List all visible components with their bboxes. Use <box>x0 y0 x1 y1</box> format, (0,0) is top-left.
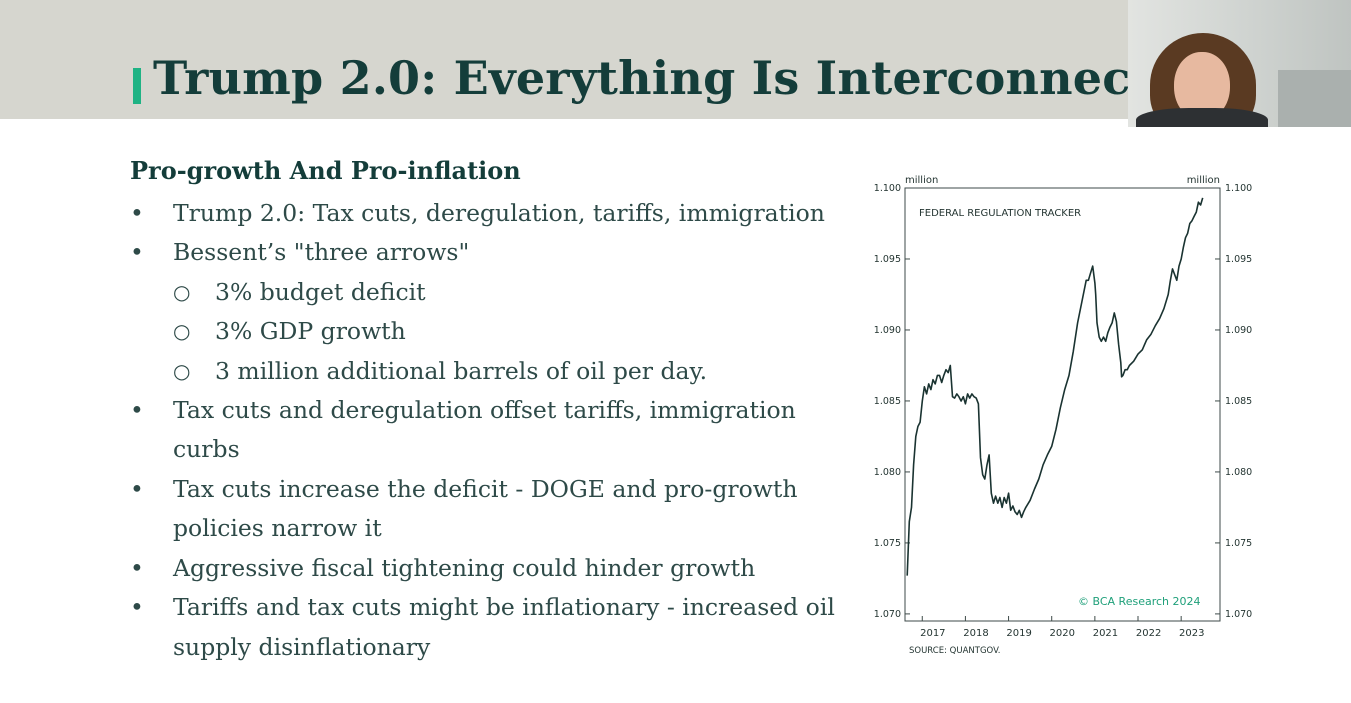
x-tick-label: 2022 <box>1136 628 1161 639</box>
y-tick-label-left: 1.095 <box>874 254 901 265</box>
x-tick-label: 2017 <box>920 628 945 639</box>
x-tick-label: 2023 <box>1179 628 1204 639</box>
sub-bullet-marker: ○ <box>173 359 191 383</box>
x-tick-label: 2019 <box>1006 628 1031 639</box>
y-tick-label-left: 1.075 <box>874 538 901 549</box>
sub-bullet-text: 3% budget deficit <box>215 278 426 306</box>
y-tick-label-right: 1.100 <box>1225 183 1252 194</box>
sub-bullet-text: 3% GDP growth <box>215 317 406 345</box>
bullet-marker: • <box>130 475 144 503</box>
y-tick-label-right: 1.095 <box>1225 254 1252 265</box>
slide-header <box>0 0 1351 119</box>
title-accent-bar <box>133 68 141 104</box>
y-tick-label-left: 1.080 <box>874 467 901 478</box>
series-line <box>906 197 1204 576</box>
slide-title: Trump 2.0: Everything Is Interconnected <box>153 51 1214 105</box>
bullet-text: Aggressive fiscal tightening could hinde… <box>173 554 756 582</box>
bullet-text: curbs <box>173 435 240 463</box>
bullet-text: Trump 2.0: Tax cuts, deregulation, tarif… <box>173 199 825 227</box>
bullet-marker: • <box>130 593 144 621</box>
bullet-text: Tax cuts increase the deficit - DOGE and… <box>173 475 798 503</box>
y-tick-label-right: 1.085 <box>1225 396 1252 407</box>
chart-watermark: © BCA Research 2024 <box>1078 595 1201 608</box>
y-tick-label-right: 1.090 <box>1225 325 1252 336</box>
y-tick-label-left: 1.070 <box>874 609 901 620</box>
left-unit-label: million <box>905 175 938 186</box>
right-unit-label: million <box>1187 175 1220 186</box>
bullet-text: policies narrow it <box>173 514 382 542</box>
chart-frame <box>904 187 1221 622</box>
bullet-text: supply disinflationary <box>173 633 431 661</box>
bullet-marker: • <box>130 396 144 424</box>
sub-bullet-text: 3 million additional barrels of oil per … <box>215 357 708 385</box>
slide-subheading: Pro-growth And Pro-inflation <box>130 156 521 185</box>
chart-source: SOURCE: QUANTGOV. <box>909 646 1001 656</box>
bullet-text: Bessent’s "three arrows" <box>173 238 470 266</box>
chart-title: FEDERAL REGULATION TRACKER <box>919 208 1081 219</box>
sub-bullet-marker: ○ <box>173 280 191 304</box>
bullet-text: Tax cuts and deregulation offset tariffs… <box>173 396 796 424</box>
y-tick-label-right: 1.070 <box>1225 609 1252 620</box>
regulation-chart: million million FEDERAL REGULATION TRACK… <box>860 170 1260 670</box>
webcam-shelf <box>1278 70 1351 127</box>
sub-bullet-marker: ○ <box>173 319 191 343</box>
x-tick-label: 2018 <box>963 628 988 639</box>
bullet-marker: • <box>130 238 144 266</box>
y-tick-label-left: 1.090 <box>874 325 901 336</box>
axis-ticks: 1.100 1.100 1.095 1.095 1.090 1.090 1.085 1.085… <box>874 183 1252 639</box>
x-tick-label: 2021 <box>1093 628 1118 639</box>
y-tick-label-right: 1.080 <box>1225 467 1252 478</box>
bullet-text: Tariffs and tax cuts might be inflationa… <box>173 593 835 621</box>
y-tick-label-left: 1.085 <box>874 396 901 407</box>
presenter-shirt <box>1136 108 1268 127</box>
x-tick-label: 2020 <box>1050 628 1075 639</box>
y-tick-label-left: 1.100 <box>874 183 901 194</box>
bullet-marker: • <box>130 554 144 582</box>
presenter-webcam-thumbnail[interactable] <box>1128 0 1351 127</box>
y-tick-label-right: 1.075 <box>1225 538 1252 549</box>
bullet-marker: • <box>130 199 144 227</box>
chart-svg: million million FEDERAL REGULATION TRACK… <box>874 175 1252 656</box>
